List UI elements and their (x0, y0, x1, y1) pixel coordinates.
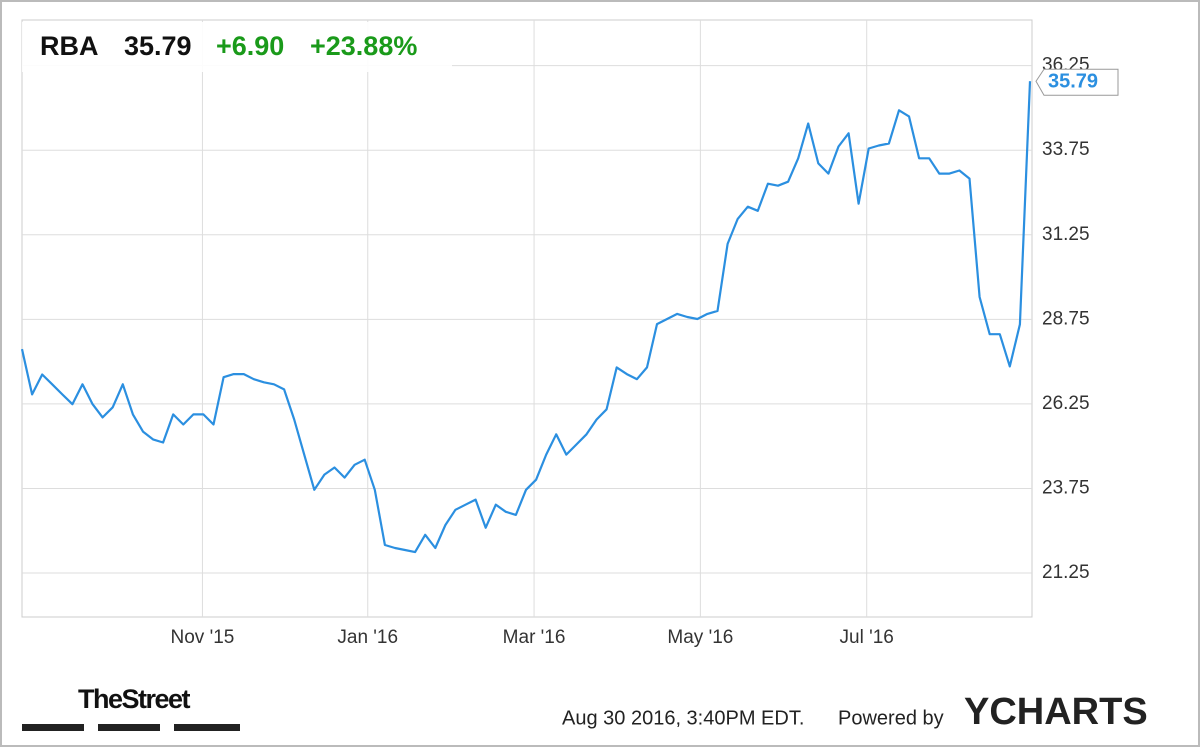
logo-bar (98, 724, 160, 731)
timestamp: Aug 30 2016, 3:40PM EDT. (562, 707, 804, 729)
header-box (22, 22, 452, 72)
price: 35.79 (124, 31, 192, 61)
provider-logo: YCHARTS (964, 691, 1148, 733)
brand-logo: TheStreet (78, 684, 191, 714)
last-value-box (1035, 68, 1119, 96)
x-tick-label: Mar '16 (503, 627, 566, 648)
y-tick-label: 26.25 (1042, 393, 1090, 414)
y-tick-label: 33.75 (1042, 139, 1090, 160)
ticker: RBA (40, 31, 99, 61)
price-line (20, 81, 1032, 554)
change-pct: +23.88% (310, 31, 417, 61)
y-tick-label: 21.25 (1042, 562, 1090, 583)
x-tick-label: Nov '15 (171, 627, 235, 648)
y-tick-label: 31.25 (1042, 224, 1090, 245)
x-tick-label: Jul '16 (840, 627, 894, 648)
powered-by: Powered by (838, 707, 944, 729)
last-value-label: 35.79 (1048, 71, 1098, 93)
y-tick-label: 28.75 (1042, 308, 1090, 329)
plot-area (21, 19, 1033, 618)
logo-bar (174, 724, 240, 731)
x-tick-label: May '16 (667, 627, 733, 648)
y-tick-label: 23.75 (1042, 477, 1090, 498)
x-tick-label: Jan '16 (337, 627, 398, 648)
change: +6.90 (216, 31, 284, 61)
logo-bar (22, 724, 84, 731)
